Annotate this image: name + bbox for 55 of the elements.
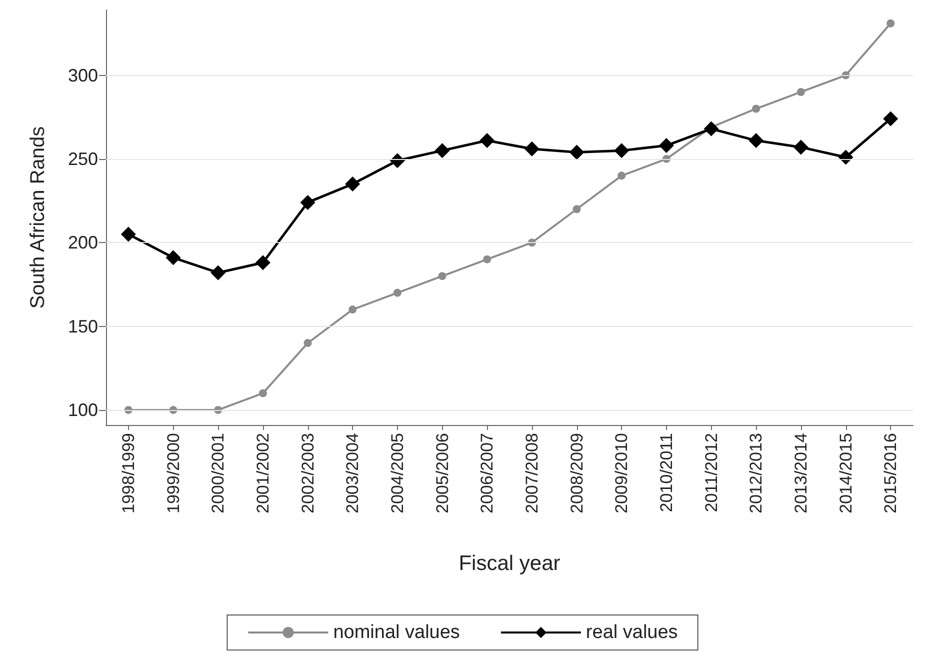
y-tick-label: 200: [68, 232, 98, 253]
point: [658, 138, 674, 154]
point: [569, 144, 584, 160]
point: [793, 140, 808, 155]
x-tick-label: 2011/2012: [702, 433, 721, 512]
x-axis-title: Fiscal year: [458, 552, 560, 575]
point: [348, 306, 357, 314]
x-tick-label: 2002/2003: [298, 433, 318, 514]
point: [838, 150, 854, 165]
point: [434, 143, 450, 158]
x-tick-label: 2015/2016: [881, 433, 900, 514]
point: [480, 133, 495, 148]
point: [300, 194, 316, 210]
x-tick-label: 2007/2008: [522, 433, 542, 514]
y-tick-label: 250: [68, 148, 98, 169]
point: [166, 250, 181, 266]
point: [524, 141, 540, 156]
x-tick-label: 2004/2005: [388, 433, 407, 514]
point: [748, 133, 764, 148]
point: [614, 143, 630, 158]
legend-label: nominal values: [333, 622, 460, 643]
x-tick-label: 2014/2015: [836, 433, 856, 514]
point: [704, 121, 719, 136]
y-tick-label: 100: [68, 400, 98, 420]
x-tick-label: 2012/2013: [746, 433, 766, 514]
x-tick-label: 2001/2002: [253, 433, 272, 514]
point: [572, 205, 581, 214]
point: [883, 111, 898, 126]
point: [438, 272, 446, 280]
y-axis-title: South African Rands: [27, 126, 49, 309]
point: [886, 19, 895, 28]
x-tick-label: 2003/2004: [343, 433, 362, 514]
x-tick-label: 1999/2000: [164, 433, 183, 514]
legend-label: real values: [586, 622, 678, 643]
point: [210, 265, 226, 280]
point: [796, 88, 805, 96]
x-tick-label: 2009/2010: [612, 433, 632, 514]
x-tick-label: 2005/2006: [432, 433, 452, 514]
x-tick-label: 2006/2007: [478, 433, 497, 514]
y-tick-label: 300: [68, 65, 98, 86]
point: [752, 104, 760, 113]
point: [304, 339, 312, 347]
x-tick-label: 2000/2001: [208, 433, 228, 514]
point: [393, 288, 402, 297]
x-tick-label: 2008/2009: [567, 433, 586, 514]
point: [618, 172, 626, 180]
y-tick-label: 150: [68, 316, 98, 336]
point: [120, 226, 136, 242]
point: [255, 255, 270, 270]
x-tick-label: 2010/2011: [656, 433, 676, 512]
x-tick-label: 2013/2014: [791, 433, 810, 514]
x-tick-label: 1998/1999: [118, 433, 138, 514]
point: [258, 389, 267, 398]
point: [345, 176, 360, 192]
point: [483, 255, 492, 264]
